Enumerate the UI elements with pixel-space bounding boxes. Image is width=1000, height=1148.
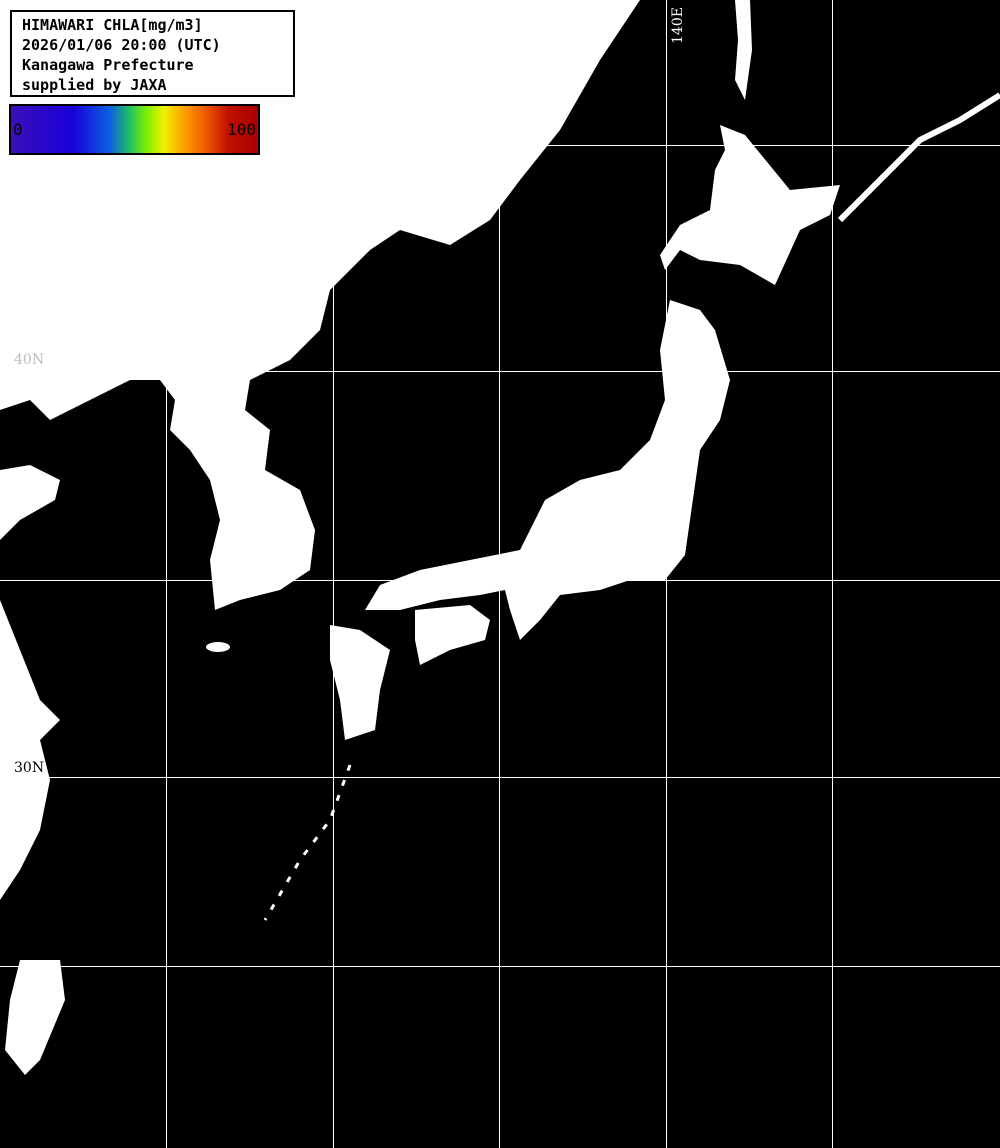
longitude-label-140e: 140E — [670, 7, 686, 44]
land-china-coast — [0, 600, 60, 900]
land-ryukyu — [263, 764, 352, 921]
land-shikoku — [415, 605, 490, 665]
colorbar-legend: 0 100 — [9, 104, 260, 155]
land-kurils — [837, 92, 1000, 223]
latitude-label-40n: 40N — [14, 352, 45, 368]
land-hokkaido — [660, 125, 840, 285]
land-honshu — [365, 300, 730, 640]
title-credit: supplied by JAXA — [22, 76, 167, 94]
land-shandong — [0, 465, 60, 540]
title-datetime: 2026/01/06 20:00 (UTC) — [22, 36, 221, 54]
title-region: Kanagawa Prefecture — [22, 56, 194, 74]
land-jeju — [206, 642, 230, 652]
land-island-north — [399, 132, 425, 164]
land-sakhalin — [735, 0, 752, 100]
land-kyushu — [330, 625, 390, 740]
title-product: HIMAWARI CHLA[mg/m3] — [22, 16, 203, 34]
colorbar-max-label: 100 — [227, 120, 256, 139]
colorbar-min-label: 0 — [13, 120, 23, 139]
land-taiwan — [5, 960, 65, 1075]
title-box: HIMAWARI CHLA[mg/m3] 2026/01/06 20:00 (U… — [10, 10, 295, 97]
latitude-label-30n: 30N — [14, 760, 45, 776]
